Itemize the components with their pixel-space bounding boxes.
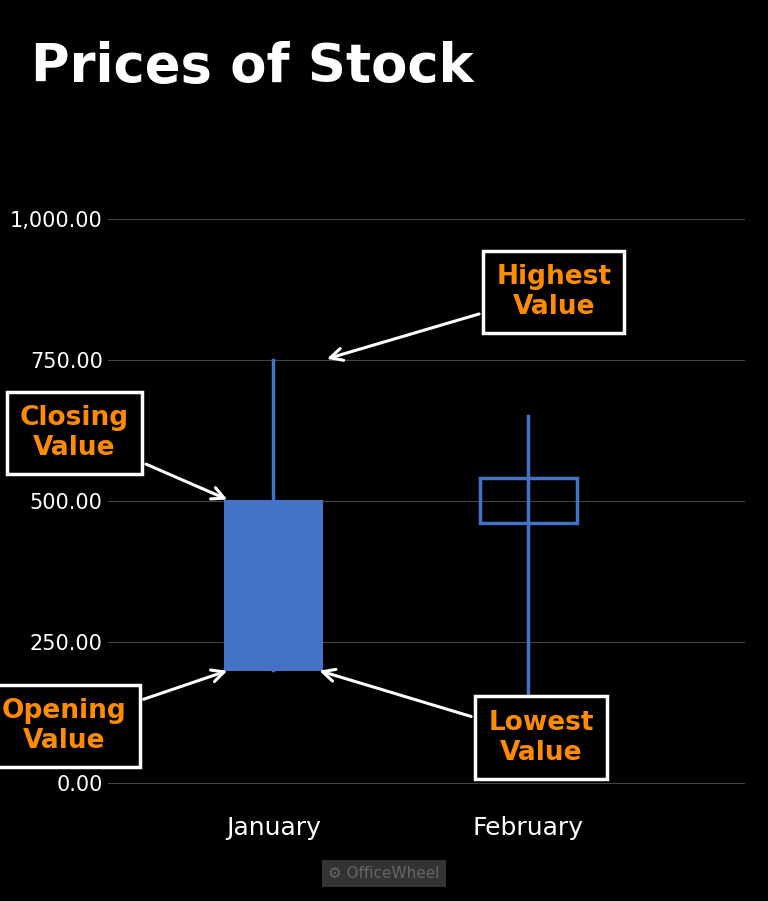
Text: Closing
Value: Closing Value — [20, 405, 224, 499]
Text: Prices of Stock: Prices of Stock — [31, 41, 473, 93]
Y-axis label: Price: Price — [0, 461, 3, 512]
Bar — [480, 478, 577, 523]
Text: ⚙ OfficeWheel: ⚙ OfficeWheel — [328, 866, 440, 881]
Text: Highest
Value: Highest Value — [330, 264, 611, 360]
Bar — [225, 501, 322, 669]
Text: Lowest
Value: Lowest Value — [323, 669, 594, 766]
Text: Opening
Value: Opening Value — [2, 670, 224, 754]
